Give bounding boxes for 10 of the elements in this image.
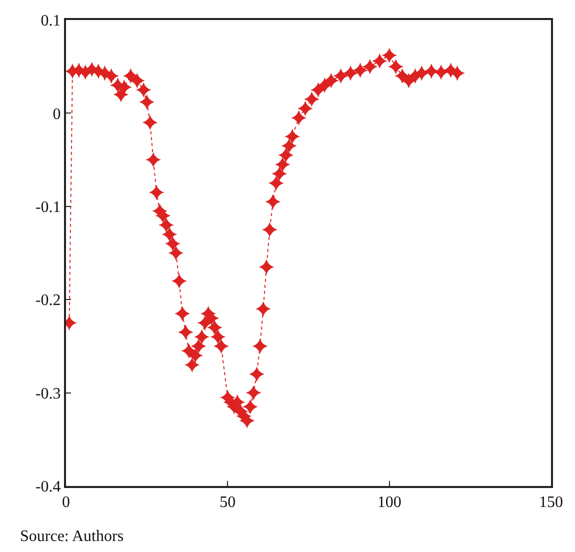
x-tick-label: 50: [220, 494, 236, 512]
y-tick-label: 0.1: [40, 12, 61, 30]
source-note: Source: Authors: [20, 528, 124, 545]
y-tick-label: -0.1: [35, 199, 61, 216]
y-tick-label: -0.2: [35, 292, 61, 310]
x-tick-label: 100: [377, 494, 402, 512]
x-tick-label: 150: [539, 494, 563, 512]
y-tick-label: -0.4: [35, 478, 61, 496]
y-tick-label: 0: [52, 106, 61, 123]
y-tick-label: -0.3: [35, 385, 61, 402]
